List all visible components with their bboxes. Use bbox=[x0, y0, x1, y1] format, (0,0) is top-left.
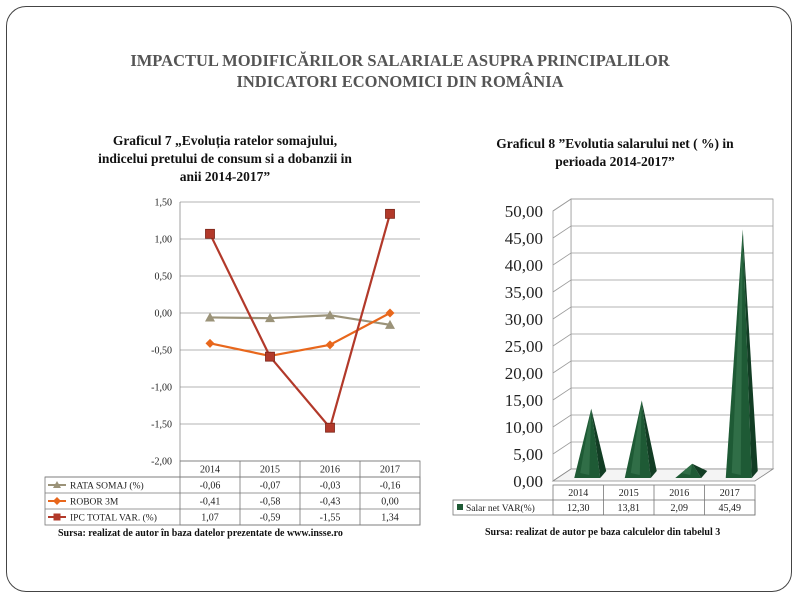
chart7-legend-label: ROBOR 3M bbox=[70, 498, 119, 508]
chart8-gridline bbox=[552, 252, 773, 266]
chart8-pyramid-side bbox=[591, 408, 607, 478]
chart7-point-marker bbox=[385, 319, 395, 329]
chart8-y-tick-label: 30,00 bbox=[505, 310, 543, 329]
chart7-y-tick-label: -1,50 bbox=[151, 420, 172, 431]
chart8-x-tick-label: 2016 bbox=[669, 488, 689, 499]
chart8-y-tick-label: 50,00 bbox=[505, 202, 543, 221]
chart8-y-tick-label: 40,00 bbox=[505, 256, 543, 275]
chart7-y-tick-label: -2,00 bbox=[151, 457, 172, 468]
chart7-table-value: 1,34 bbox=[381, 513, 399, 524]
chart7-y-tick-label: 1,50 bbox=[155, 198, 173, 209]
chart7-legend-marker bbox=[53, 513, 61, 521]
chart8-pyramid-highlight bbox=[731, 229, 743, 475]
chart8-title-line-1: Graficul 8 ”Evolutia salarului net ( %) … bbox=[496, 136, 734, 151]
chart8-table-value: 45,49 bbox=[719, 503, 742, 514]
chart7-legend-marker bbox=[53, 497, 61, 505]
chart8-gridline bbox=[552, 387, 773, 401]
chart7-table-value: -0,16 bbox=[380, 481, 401, 492]
chart8-legend-marker bbox=[457, 504, 463, 510]
chart8-gridline bbox=[552, 225, 773, 239]
chart8-gridline bbox=[552, 279, 773, 293]
chart8-gridline bbox=[552, 441, 773, 455]
chart7-point-marker bbox=[265, 313, 275, 323]
chart7-y-tick-label: 1,00 bbox=[155, 235, 173, 246]
chart8-table-border bbox=[452, 499, 756, 516]
chart8-gridline bbox=[552, 414, 773, 428]
chart7-series-line bbox=[209, 312, 391, 358]
chart8-pyramid-highlight bbox=[681, 463, 693, 475]
chart7-point-marker bbox=[205, 312, 215, 322]
chart7-table-value: -0,41 bbox=[200, 497, 221, 508]
chart8-pyramid-side bbox=[692, 463, 708, 478]
chart7-legend-label: IPC TOTAL VAR. (%) bbox=[70, 513, 157, 524]
chart7-title-line-3: anii 2014-2017” bbox=[179, 169, 271, 184]
chart8-y-tick-label: 25,00 bbox=[505, 337, 543, 356]
chart7-x-tick-label: 2014 bbox=[200, 465, 220, 476]
chart8-table-value: 13,81 bbox=[618, 503, 641, 514]
chart7-x-tick-label: 2017 bbox=[380, 465, 400, 476]
chart7-table-value: -0,03 bbox=[320, 481, 341, 492]
chart7-series-line bbox=[209, 213, 392, 430]
chart8-gridline bbox=[552, 198, 773, 212]
chart7-x-tick-label: 2015 bbox=[260, 465, 280, 476]
chart7-point-marker bbox=[265, 351, 275, 362]
chart7-x-tick-label: 2016 bbox=[320, 465, 340, 476]
chart7-title-line-2: indicelui pretului de consum si a dobanz… bbox=[98, 151, 352, 166]
chart8-y-tick-label: 45,00 bbox=[505, 229, 543, 248]
chart8-gridline bbox=[552, 360, 773, 374]
chart8-pyramid-highlight bbox=[580, 408, 592, 475]
chart8-table-value: 12,30 bbox=[567, 503, 590, 514]
chart7-point-marker bbox=[325, 340, 335, 350]
chart8-title: Graficul 8 ”Evolutia salarului net ( %) … bbox=[450, 135, 780, 171]
chart8-source: Sursa: realizat de autor pe baza calcule… bbox=[485, 527, 721, 538]
chart8-legend-label: Salar net VAR(%) bbox=[466, 503, 535, 514]
chart7-table-value: -0,07 bbox=[260, 481, 281, 492]
chart8-x-tick-label: 2015 bbox=[619, 488, 639, 499]
chart8-y-tick-label: 0,00 bbox=[513, 472, 543, 491]
chart7-y-tick-label: 0,00 bbox=[155, 309, 173, 320]
chart8-pyramid-side bbox=[641, 400, 657, 478]
chart8-gridline bbox=[552, 306, 773, 320]
chart8-y-tick-label: 35,00 bbox=[505, 283, 543, 302]
chart8-y-tick-label: 20,00 bbox=[505, 364, 543, 383]
chart8-table-value: 2,09 bbox=[671, 503, 689, 514]
chart7-table-value: -0,58 bbox=[260, 497, 281, 508]
chart8-y-tick-label: 5,00 bbox=[513, 445, 543, 464]
chart7-table-value: -1,55 bbox=[320, 513, 341, 524]
chart8-x-tick-label: 2017 bbox=[720, 488, 740, 499]
chart7-table-value: 0,00 bbox=[381, 497, 399, 508]
chart7-point-marker bbox=[205, 338, 215, 348]
chart7-table-value: -0,59 bbox=[260, 513, 281, 524]
chart8-title-line-2: perioada 2014-2017” bbox=[555, 154, 675, 169]
chart7-title-line-1: Graficul 7 „Evoluția ratelor somajului, bbox=[112, 133, 338, 148]
chart7-point-marker bbox=[325, 422, 335, 433]
chart8-y-tick-label: 15,00 bbox=[505, 391, 543, 410]
chart8-y-tick-label: 10,00 bbox=[505, 418, 543, 437]
chart7-point-marker bbox=[325, 310, 335, 320]
chart7-point-marker bbox=[205, 228, 215, 239]
chart7-y-tick-label: -1,00 bbox=[151, 383, 172, 394]
chart7-y-tick-label: 0,50 bbox=[155, 272, 173, 283]
chart8-x-tick-label: 2014 bbox=[568, 488, 588, 499]
chart8-pyramid-side bbox=[742, 229, 758, 478]
slide-title-line-1: IMPACTUL MODIFICĂRILOR SALARIALE ASUPRA … bbox=[130, 51, 670, 70]
slide-title: IMPACTUL MODIFICĂRILOR SALARIALE ASUPRA … bbox=[0, 50, 800, 92]
chart7-point-marker bbox=[385, 208, 395, 219]
chart7-legend-label: RATA SOMAJ (%) bbox=[70, 481, 144, 492]
chart7-source: Sursa: realizat de autor în baza datelor… bbox=[58, 528, 343, 539]
chart8-pyramid-highlight bbox=[630, 400, 642, 475]
chart7-table-value: -0,06 bbox=[200, 481, 221, 492]
chart8-gridline bbox=[552, 333, 773, 347]
chart7-legend-marker bbox=[53, 481, 61, 488]
chart7-y-tick-label: -0,50 bbox=[151, 346, 172, 357]
chart7-title: Graficul 7 „Evoluția ratelor somajului, … bbox=[60, 132, 390, 186]
chart8-floor bbox=[551, 468, 775, 482]
slide-title-line-2: INDICATORI ECONOMICI DIN ROMÂNIA bbox=[236, 72, 564, 91]
chart7-point-marker bbox=[385, 308, 395, 318]
chart7-table-value: -0,43 bbox=[320, 497, 341, 508]
chart7-table-value: 1,07 bbox=[201, 513, 219, 524]
